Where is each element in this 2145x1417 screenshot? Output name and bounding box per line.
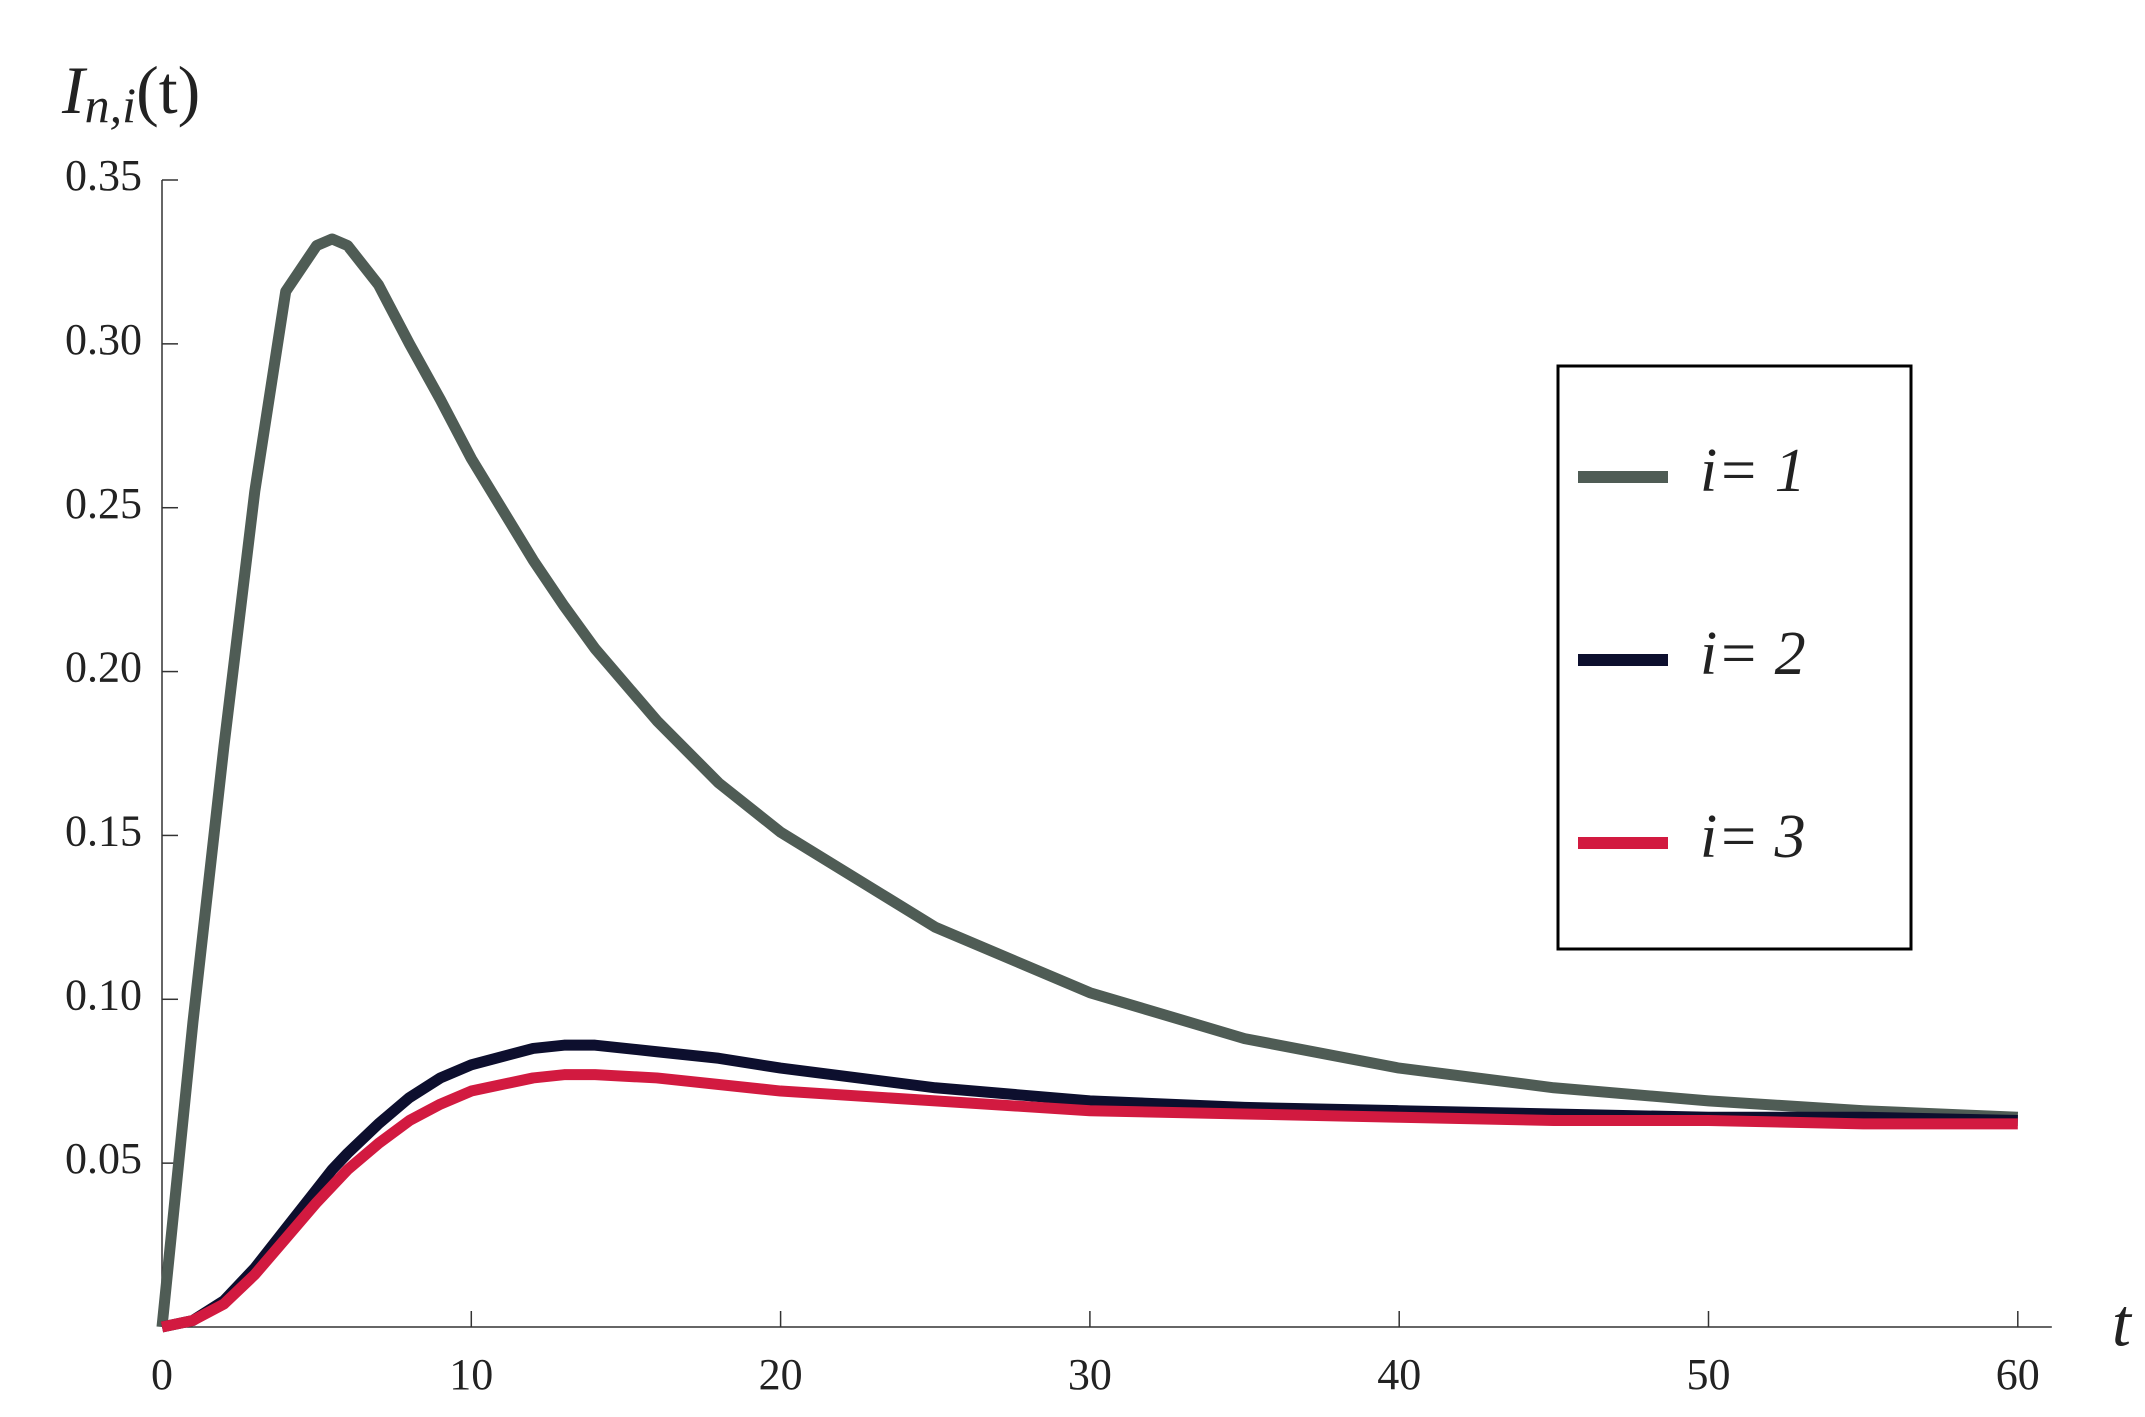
x-tick-label: 50 [1687,1350,1731,1399]
y-label-sub: n,i [85,77,136,133]
y-label-main: I [61,52,88,128]
series-line [160,1069,2018,1333]
series-line [160,1039,2018,1333]
x-tick-label: 60 [1996,1350,2040,1399]
legend: i= 1 i= 2 i= 3 [1556,364,1913,951]
x-tick-label: 20 [759,1350,803,1399]
y-tick-label: 0.30 [65,315,142,364]
legend-label: i= 3 [1700,803,1806,871]
y-tick-label: 0.05 [65,1134,142,1183]
y-tick-label: 0.20 [65,643,142,692]
y-axis-label: In,i(t) [61,52,200,134]
x-axis-label: t [2112,1285,2133,1361]
x-tick-label: 0 [151,1350,173,1399]
y-tick-label: 0.25 [65,479,142,528]
series-line [156,233,2019,1328]
x-tick-label: 10 [449,1350,493,1399]
legend-label: i= 1 [1700,437,1806,505]
y-tick-label: 0.10 [65,970,142,1019]
x-tick-label: 30 [1068,1350,1112,1399]
y-tick-label: 0.35 [65,151,142,200]
x-tick-label: 40 [1377,1350,1421,1399]
y-label-arg: (t) [136,52,200,128]
legend-label: i= 2 [1700,620,1806,688]
y-tick-label: 0.15 [65,807,142,856]
